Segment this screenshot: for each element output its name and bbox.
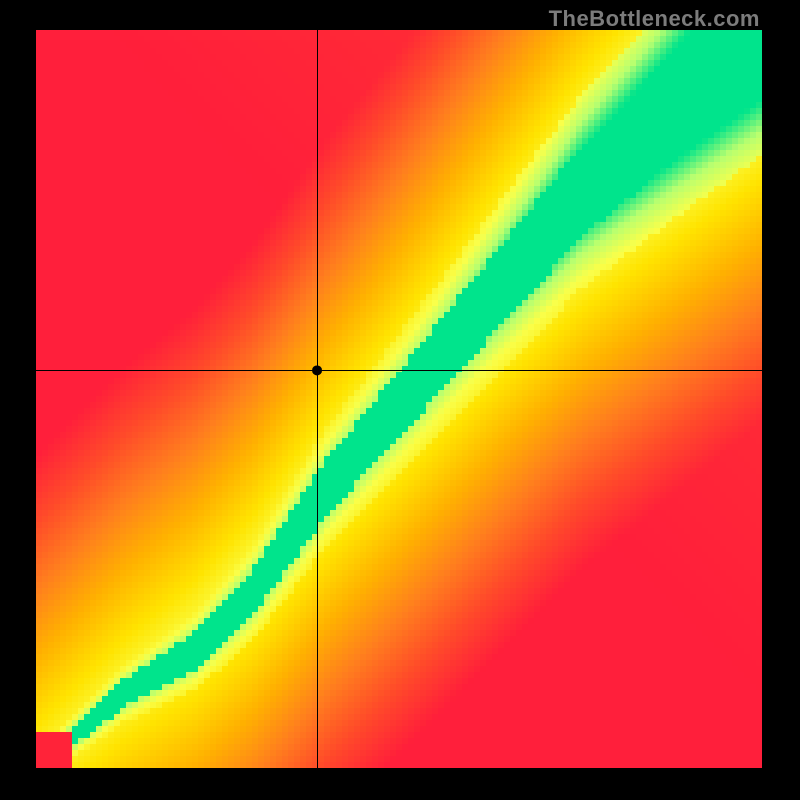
overlay-canvas [0,0,800,800]
chart-container: TheBottleneck.com [0,0,800,800]
watermark-text: TheBottleneck.com [549,6,760,32]
